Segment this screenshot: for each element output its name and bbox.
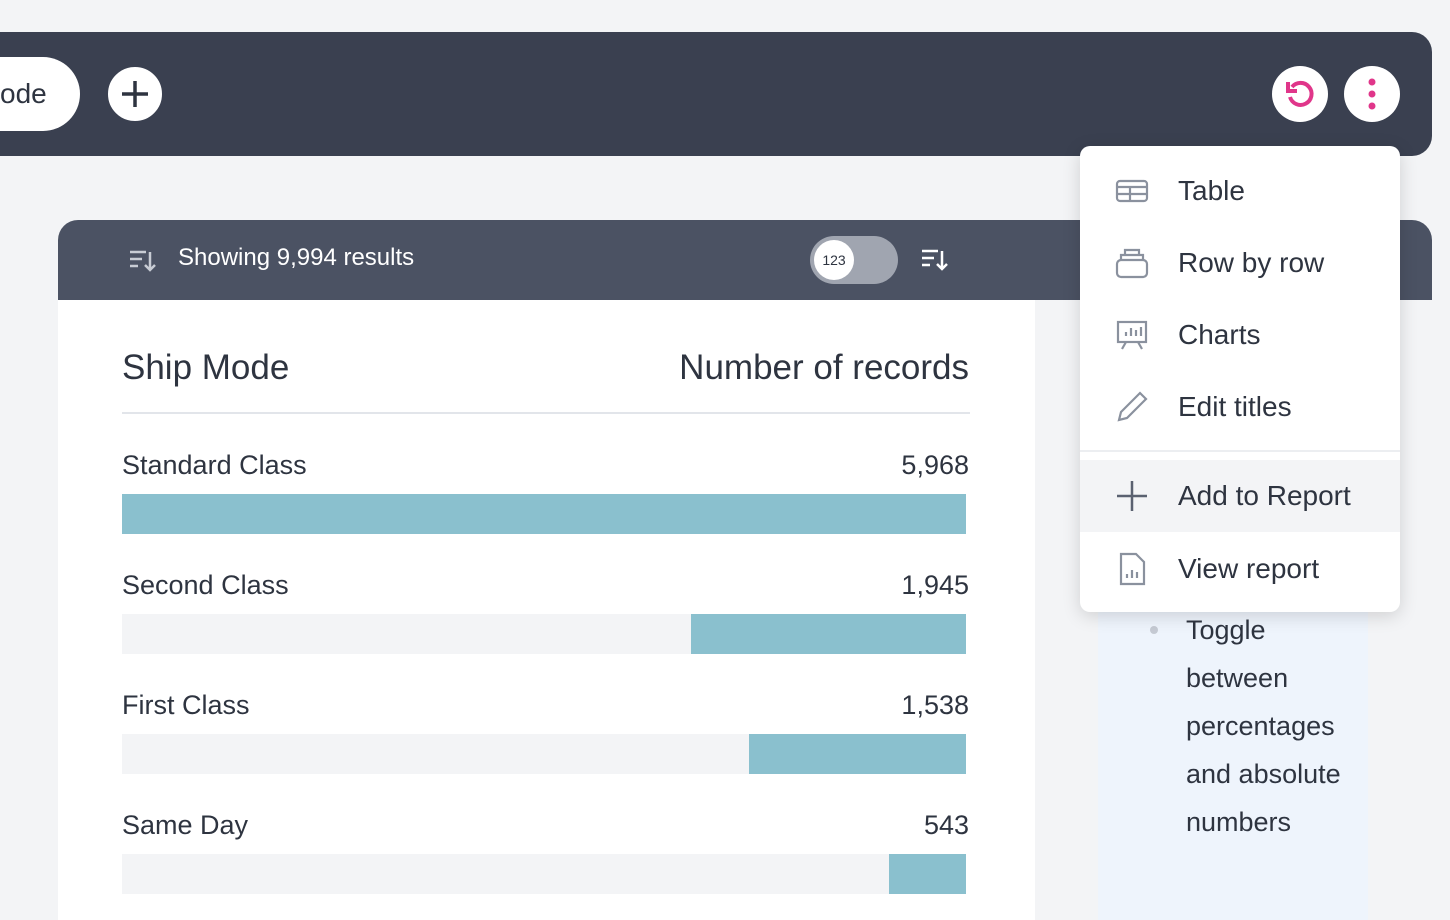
sort-order-icon[interactable] (920, 247, 948, 273)
row-value: 5,968 (901, 450, 969, 480)
pill-label: ode (0, 78, 47, 109)
menu-item[interactable]: Add to Report (1080, 460, 1400, 532)
menu-divider (1080, 450, 1400, 452)
menu-label: Row by row (1178, 247, 1325, 278)
view-menu: Table Row by row Charts Edit titles Add … (1080, 146, 1400, 612)
chart-icon (1116, 320, 1148, 350)
bar-track (122, 494, 966, 534)
plus-icon (1117, 481, 1147, 511)
menu-label: Table (1178, 175, 1245, 206)
reset-icon (1286, 80, 1314, 107)
row-value: 1,538 (901, 690, 969, 720)
row-label: First Class (122, 690, 250, 720)
bar (122, 494, 966, 534)
column-header: Ship Mode (122, 348, 290, 387)
table-area (58, 300, 1035, 920)
toolbar (0, 32, 1432, 156)
menu-label: Add to Report (1178, 480, 1351, 511)
pencil-icon (1117, 391, 1148, 422)
row-value: 543 (923, 810, 969, 840)
row-value: 1,945 (901, 570, 969, 600)
menu-item[interactable]: View report (1080, 533, 1400, 605)
menu-item[interactable]: Row by row (1080, 227, 1400, 299)
mode-pill[interactable]: ode (0, 57, 80, 131)
row-label: Standard Class (122, 450, 307, 480)
row-label: Second Class (122, 570, 289, 600)
column-header: Number of records (679, 348, 969, 387)
bar-track (122, 854, 966, 894)
menu-item[interactable]: Charts (1080, 299, 1400, 371)
row-label: Same Day (122, 810, 249, 840)
bar (748, 734, 966, 774)
menu-label: Charts (1178, 319, 1261, 350)
bullet (1150, 626, 1158, 634)
sort-icon[interactable] (128, 248, 156, 274)
menu-label: Edit titles (1178, 391, 1292, 422)
help-text: Toggle between percentages and absolute … (1186, 615, 1341, 837)
report-icon (1119, 552, 1146, 586)
menu-label: View report (1178, 553, 1320, 584)
bar (889, 854, 966, 894)
reset-button[interactable] (1272, 66, 1328, 122)
more-button[interactable] (1344, 66, 1400, 122)
bar-track (122, 614, 966, 654)
results-count: Showing 9,994 results (178, 244, 415, 271)
number-toggle[interactable]: 123 (810, 236, 898, 284)
toggle-label: 123 (814, 240, 854, 280)
more-icon (1368, 78, 1376, 110)
table-icon (1115, 179, 1149, 203)
plus-icon (122, 81, 148, 107)
bar (690, 614, 966, 654)
menu-item[interactable]: Edit titles (1080, 371, 1400, 443)
row-icon (1115, 248, 1149, 279)
add-button[interactable] (106, 65, 164, 123)
bar-track (122, 734, 966, 774)
menu-item[interactable]: Table (1080, 155, 1400, 227)
header-divider (122, 412, 970, 414)
